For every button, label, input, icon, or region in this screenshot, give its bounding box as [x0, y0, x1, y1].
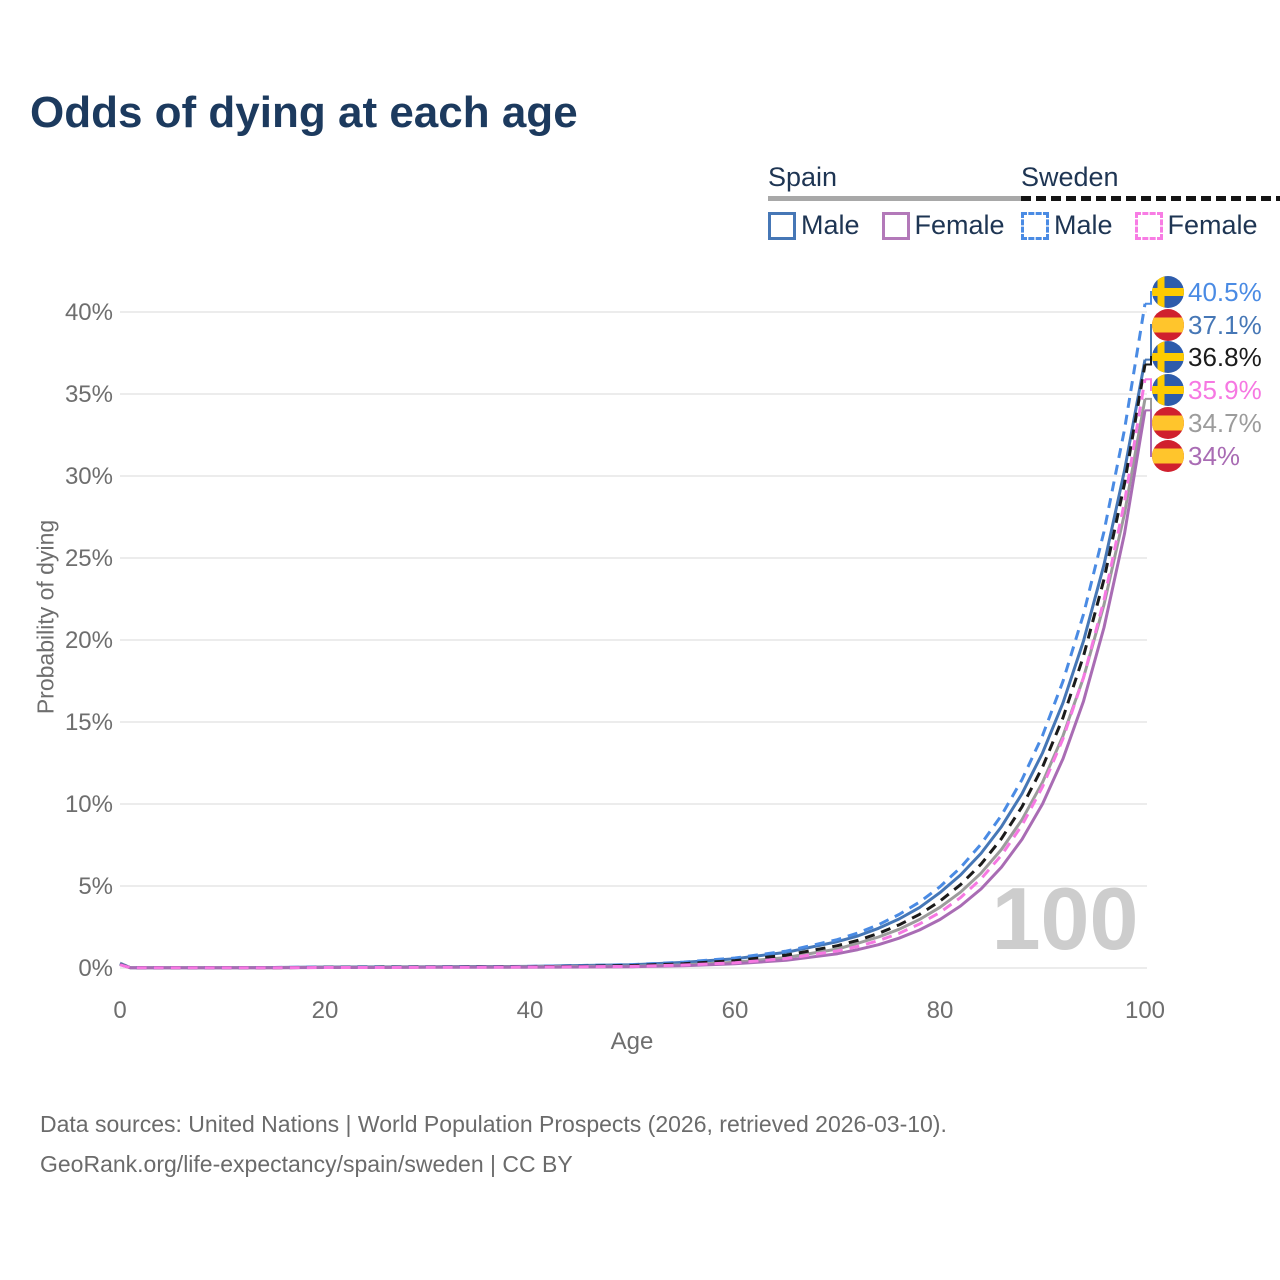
end-label-connector-sweden-female [1145, 378, 1152, 391]
end-value-label-spain-male: 37.1% [1188, 310, 1262, 340]
y-tick-label: 35% [65, 381, 113, 408]
end-label-connector-sweden-male [1145, 291, 1152, 305]
flag-stripe [1152, 386, 1184, 394]
legend-group-sweden: Sweden Male Female [1021, 162, 1280, 241]
flag-stripe [1152, 288, 1184, 296]
data-sources-line: Data sources: United Nations | World Pop… [40, 1111, 947, 1137]
source-attribution: Data sources: United Nations | World Pop… [40, 1104, 947, 1185]
legend-spain-title: Spain [768, 162, 838, 192]
end-label-connector-spain-female [1145, 409, 1152, 457]
legend-swatch-sweden-female[interactable] [1134, 211, 1163, 240]
y-tick-label: 5% [78, 873, 113, 900]
flag-stripe [1152, 317, 1184, 333]
end-label-connector-sweden-both [1145, 356, 1152, 366]
spain-flag-icon [1152, 309, 1184, 341]
flag-stripe [1152, 353, 1184, 361]
flag-stripe [1157, 276, 1165, 308]
series-line-spain-female[interactable] [119, 410, 1147, 970]
sweden-flag-icon [1152, 374, 1184, 406]
end-value-label-spain-female: 34% [1188, 441, 1240, 471]
end-value-label-sweden-both: 36.8% [1188, 342, 1262, 372]
end-value-label-sweden-male: 40.5% [1188, 277, 1262, 307]
y-tick-label: 10% [65, 791, 113, 818]
series-line-sweden-female[interactable] [119, 378, 1147, 970]
spain-flag-icon [1152, 440, 1184, 472]
legend-swatch-spain-female[interactable] [881, 211, 910, 240]
x-tick-label: 80 [927, 997, 954, 1024]
legend-swatch-spain-male[interactable] [768, 211, 796, 240]
end-label-connector-spain-male [1145, 324, 1152, 361]
x-tick-label: 100 [1125, 997, 1165, 1024]
page-title: Odds of dying at each age [30, 88, 578, 137]
x-axis-title: Age [610, 1028, 654, 1055]
end-value-label-sweden-female: 35.9% [1188, 375, 1262, 405]
flag-stripe [1152, 415, 1184, 431]
legend-label-spain-female[interactable]: Female [914, 210, 1005, 240]
y-axis-title: Probability of dying [32, 519, 59, 715]
legend-group-spain: Spain Male Female [768, 162, 1027, 241]
y-tick-label: 15% [65, 709, 113, 736]
legend-spain-line-sample [768, 196, 1027, 201]
x-tick-label: 40 [517, 997, 544, 1024]
end-value-label-spain-both: 34.7% [1188, 408, 1262, 438]
legend-label-sweden-male[interactable]: Male [1054, 210, 1113, 240]
x-tick-label: 20 [312, 997, 339, 1024]
legend-label-spain-male[interactable]: Male [801, 210, 860, 240]
flag-stripe [1152, 448, 1184, 464]
georank-link-line[interactable]: GeoRank.org/life-expectancy/spain/sweden… [40, 1151, 573, 1178]
y-tick-label: 20% [65, 627, 113, 654]
legend-sweden-line-sample [1021, 196, 1280, 201]
y-tick-label: 0% [78, 955, 113, 982]
legend-swatch-sweden-male[interactable] [1021, 211, 1049, 240]
legend-sweden-title: Sweden [1021, 162, 1119, 192]
x-tick-label: 0 [113, 997, 126, 1024]
spain-flag-icon [1152, 407, 1184, 439]
sweden-flag-icon [1152, 276, 1184, 308]
y-tick-label: 40% [65, 299, 113, 326]
x-tick-label: 60 [722, 997, 749, 1024]
series-line-sweden-male[interactable] [119, 303, 1147, 970]
sweden-flag-icon [1152, 341, 1184, 373]
series-line-spain-both[interactable] [119, 398, 1147, 970]
flag-stripe [1157, 341, 1165, 373]
y-tick-label: 30% [65, 463, 113, 490]
flag-stripe [1157, 374, 1165, 406]
legend-label-sweden-female[interactable]: Female [1167, 210, 1258, 240]
y-tick-label: 25% [65, 545, 113, 572]
